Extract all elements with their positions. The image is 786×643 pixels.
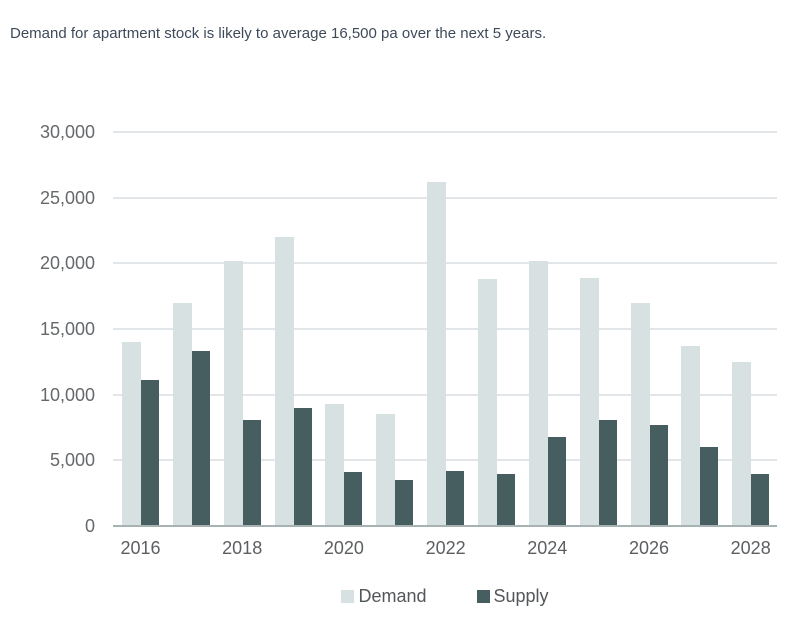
demand-bar-2017 <box>172 302 192 526</box>
supply-bar-2021 <box>395 480 414 526</box>
x-axis-label: 2016 <box>120 538 161 558</box>
y-axis-label: 15,000 <box>39 319 95 339</box>
demand-bar-2023 <box>477 279 497 526</box>
supply-bar-2020 <box>344 472 363 526</box>
bar-group-2025 <box>579 132 617 526</box>
supply-bar-2023 <box>496 473 515 526</box>
demand-bar-2026 <box>630 302 650 526</box>
x-axis-label: 2024 <box>527 538 568 558</box>
bar-group-2028 <box>732 132 770 526</box>
supply-bar-2027 <box>700 447 719 526</box>
bar-group-2018 <box>223 132 261 526</box>
bar-group-2024 <box>528 132 566 526</box>
legend: Demand Supply <box>113 586 777 607</box>
demand-bar-2019 <box>274 237 294 526</box>
y-axis-label: 25,000 <box>39 187 95 208</box>
supply-bar-2017 <box>191 351 210 526</box>
y-axis-label: 5,000 <box>49 450 95 471</box>
supply-bar-2018 <box>242 419 261 526</box>
bar-group-2021 <box>376 132 414 526</box>
x-axis-label: 2020 <box>323 538 364 558</box>
y-axis-label: 20,000 <box>39 253 95 274</box>
bar-group-2026 <box>630 132 668 526</box>
x-axis-label: 2022 <box>425 538 466 558</box>
demand-bar-2021 <box>376 414 396 526</box>
bars-layer <box>113 132 777 526</box>
x-axis-label: 2028 <box>730 538 771 558</box>
bar-group-2027 <box>681 132 719 526</box>
supply-bar-2025 <box>598 419 617 526</box>
bar-group-2017 <box>172 132 210 526</box>
demand-bar-2022 <box>427 181 447 526</box>
y-axis-label: 10,000 <box>39 384 95 405</box>
gridline <box>113 131 777 133</box>
bar-group-2019 <box>274 132 312 526</box>
bar-group-2016 <box>122 132 159 526</box>
legend-label-supply: Supply <box>493 586 549 606</box>
demand-bar-2016 <box>122 342 141 526</box>
supply-swatch-icon <box>476 590 490 603</box>
supply-bar-2016 <box>141 380 159 526</box>
supply-bar-2022 <box>446 470 465 526</box>
x-axis-label: 2026 <box>628 538 670 558</box>
supply-bar-2019 <box>293 407 312 526</box>
x-axis-label: 2018 <box>222 538 263 558</box>
demand-bar-2028 <box>732 361 752 526</box>
legend-item-supply: Supply <box>476 586 549 607</box>
bar-group-2022 <box>427 132 465 526</box>
supply-bar-2026 <box>649 424 668 526</box>
y-axis-label: 0 <box>84 516 95 536</box>
y-axis-label: 30,000 <box>39 122 95 142</box>
chart-title: Demand for apartment stock is likely to … <box>10 25 547 42</box>
demand-bar-2025 <box>579 277 599 526</box>
bar-group-2020 <box>325 132 363 526</box>
plot-area <box>113 131 777 527</box>
y-axis: 0 5,000 10,000 15,000 20,000 25,000 30,000 <box>0 122 95 536</box>
legend-label-demand: Demand <box>358 586 427 606</box>
bar-group-2023 <box>477 132 515 526</box>
x-axis-baseline <box>113 525 777 527</box>
supply-bar-2028 <box>751 473 770 526</box>
demand-bar-2024 <box>528 260 548 526</box>
demand-bar-2027 <box>681 346 701 526</box>
demand-swatch-icon <box>341 590 355 603</box>
demand-bar-2020 <box>325 403 345 526</box>
demand-bar-2018 <box>223 260 243 526</box>
supply-bar-2024 <box>547 436 566 526</box>
x-axis: 2016 2018 2020 2022 2024 2026 2028 <box>113 538 777 562</box>
legend-item-demand: Demand <box>341 586 427 607</box>
